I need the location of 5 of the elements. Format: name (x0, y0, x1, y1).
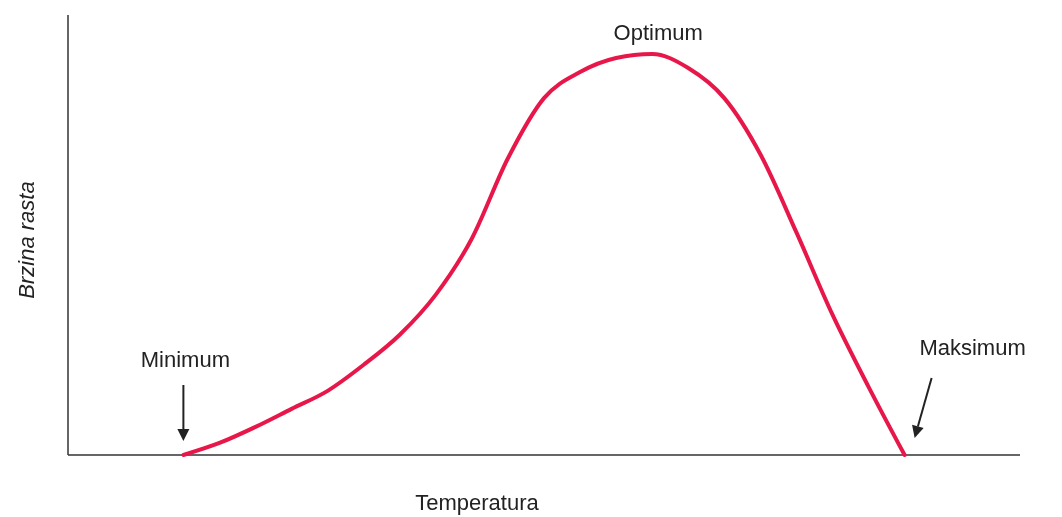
annotation: Minimum (140, 347, 231, 372)
text: Optimum (613, 20, 703, 45)
x-axis-title: Temperatura (415, 490, 540, 515)
annotation: Maksimum (919, 335, 1026, 360)
y-axis-title: Brzina rasta (14, 181, 39, 299)
